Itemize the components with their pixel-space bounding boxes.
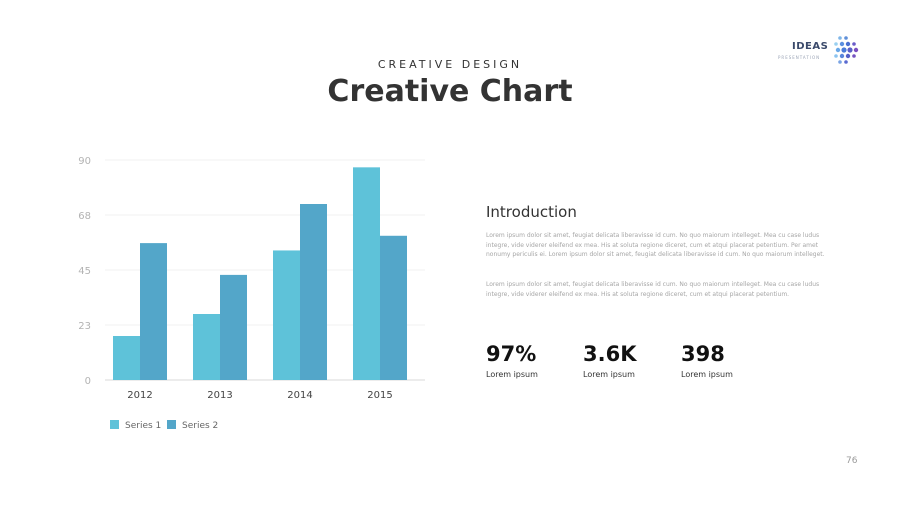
intro-title: Introduction [486, 203, 577, 221]
logo-word: IDEAS [792, 41, 829, 52]
stat-value: 398 [681, 342, 725, 366]
bar-series-1 [353, 167, 380, 380]
slide-title: Creative Chart [327, 74, 573, 109]
x-tick-label: 2012 [127, 390, 152, 401]
x-tick-label: 2014 [287, 390, 312, 401]
bar-series-2 [380, 235, 407, 380]
x-tick-label: 2015 [367, 390, 392, 401]
intro-paragraph-2: Lorem ipsum dolor sit amet, feugiat deli… [486, 281, 820, 298]
stat-3: 398 Lorem ipsum [681, 341, 771, 379]
legend-label: Series 2 [182, 421, 218, 431]
bar-series-1 [193, 314, 220, 380]
y-tick-label: 68 [78, 211, 91, 222]
slide-subtitle: CREATIVE DESIGN [377, 58, 523, 71]
bar-series-2 [220, 274, 247, 380]
y-tick-label: 90 [78, 156, 91, 167]
y-tick-label: 0 [85, 376, 91, 387]
bar-series-1 [273, 250, 300, 380]
y-tick-label: 45 [78, 266, 91, 277]
bar-chart: 0 23 45 68 90 2012 2013 2014 2015 Series 1 Series … [78, 156, 425, 431]
bar-series-2 [300, 204, 327, 380]
stat-label: Lorem ipsum [583, 370, 635, 379]
stat-value: 3.6K [583, 342, 637, 366]
logo-tagline: PRESENTATION [778, 55, 821, 60]
stat-value: 97% [486, 342, 537, 366]
stat-1: 97% Lorem ipsum [486, 341, 576, 379]
bar-series-2 [140, 243, 167, 380]
bar-series-1 [113, 336, 140, 380]
legend-swatch [167, 420, 176, 429]
ideas-logo: IDEAS PRESENTATION [774, 34, 866, 70]
x-tick-label: 2013 [207, 390, 232, 401]
y-tick-label: 23 [78, 321, 91, 332]
intro-paragraph-1: Lorem ipsum dolor sit amet, feugiat deli… [486, 232, 825, 258]
logo-dots-icon [834, 36, 859, 64]
stat-2: 3.6K Lorem ipsum [583, 341, 673, 379]
page-number: 76 [846, 456, 858, 466]
stat-label: Lorem ipsum [486, 370, 538, 379]
stat-label: Lorem ipsum [681, 370, 733, 379]
legend-label: Series 1 [125, 421, 161, 431]
legend-swatch [110, 420, 119, 429]
